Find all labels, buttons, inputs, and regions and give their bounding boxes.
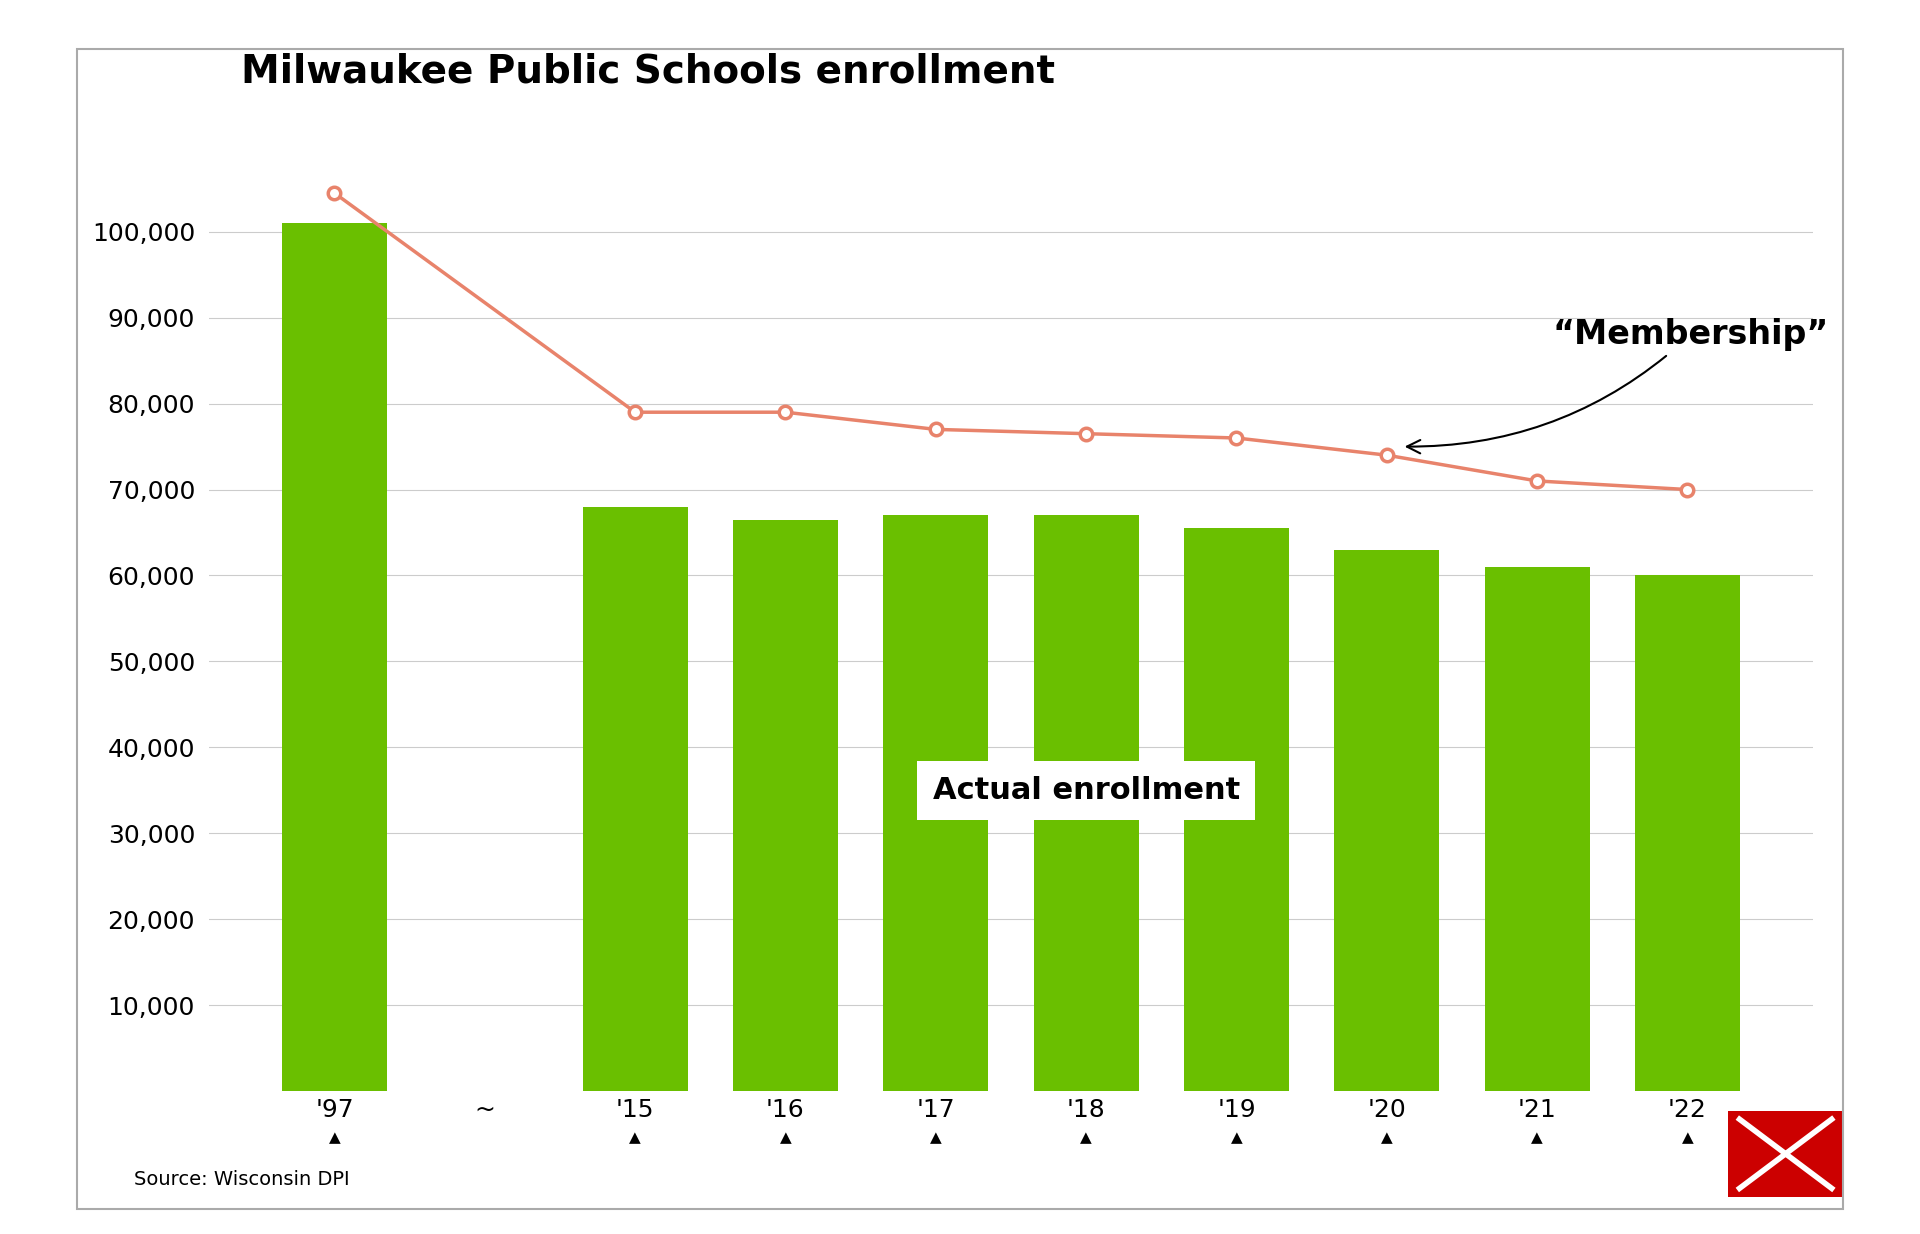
- Text: ▲: ▲: [929, 1130, 941, 1145]
- Text: ▲: ▲: [1081, 1130, 1092, 1145]
- Text: ▲: ▲: [780, 1130, 791, 1145]
- Text: Actual enrollment: Actual enrollment: [933, 776, 1240, 805]
- Bar: [282, 223, 388, 1091]
- Text: “Membership”: “Membership”: [1407, 318, 1828, 453]
- Bar: [1185, 528, 1288, 1091]
- Text: ▲: ▲: [1231, 1130, 1242, 1145]
- Text: Source: Wisconsin DPI: Source: Wisconsin DPI: [134, 1170, 349, 1188]
- Text: ▲: ▲: [630, 1130, 641, 1145]
- Bar: [733, 520, 837, 1091]
- Bar: [1033, 516, 1139, 1091]
- Text: ▲: ▲: [328, 1130, 340, 1145]
- Text: ▲: ▲: [1682, 1130, 1693, 1145]
- Text: ▲: ▲: [1532, 1130, 1544, 1145]
- Text: ▲: ▲: [1380, 1130, 1392, 1145]
- Bar: [582, 507, 687, 1091]
- Bar: [1334, 549, 1440, 1091]
- Bar: [1634, 575, 1740, 1091]
- Bar: [883, 516, 989, 1091]
- Bar: [1484, 566, 1590, 1091]
- Text: Milwaukee Public Schools enrollment: Milwaukee Public Schools enrollment: [242, 52, 1054, 90]
